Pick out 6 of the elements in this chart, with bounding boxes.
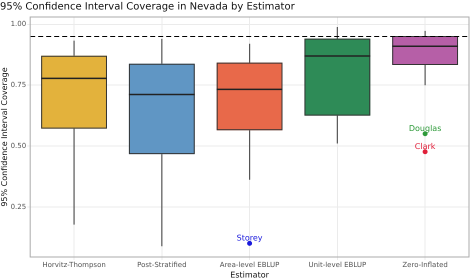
- chart-title: 95% Confidence Interval Coverage in Nevada by Estimator: [0, 2, 296, 13]
- x-axis-title: Estimator: [230, 270, 270, 280]
- data-label: Clark: [414, 142, 436, 151]
- data-label: Storey: [236, 233, 263, 242]
- y-axis-title: 95% Confidence Interval Coverage: [0, 67, 9, 207]
- data-label: Douglas: [408, 124, 442, 133]
